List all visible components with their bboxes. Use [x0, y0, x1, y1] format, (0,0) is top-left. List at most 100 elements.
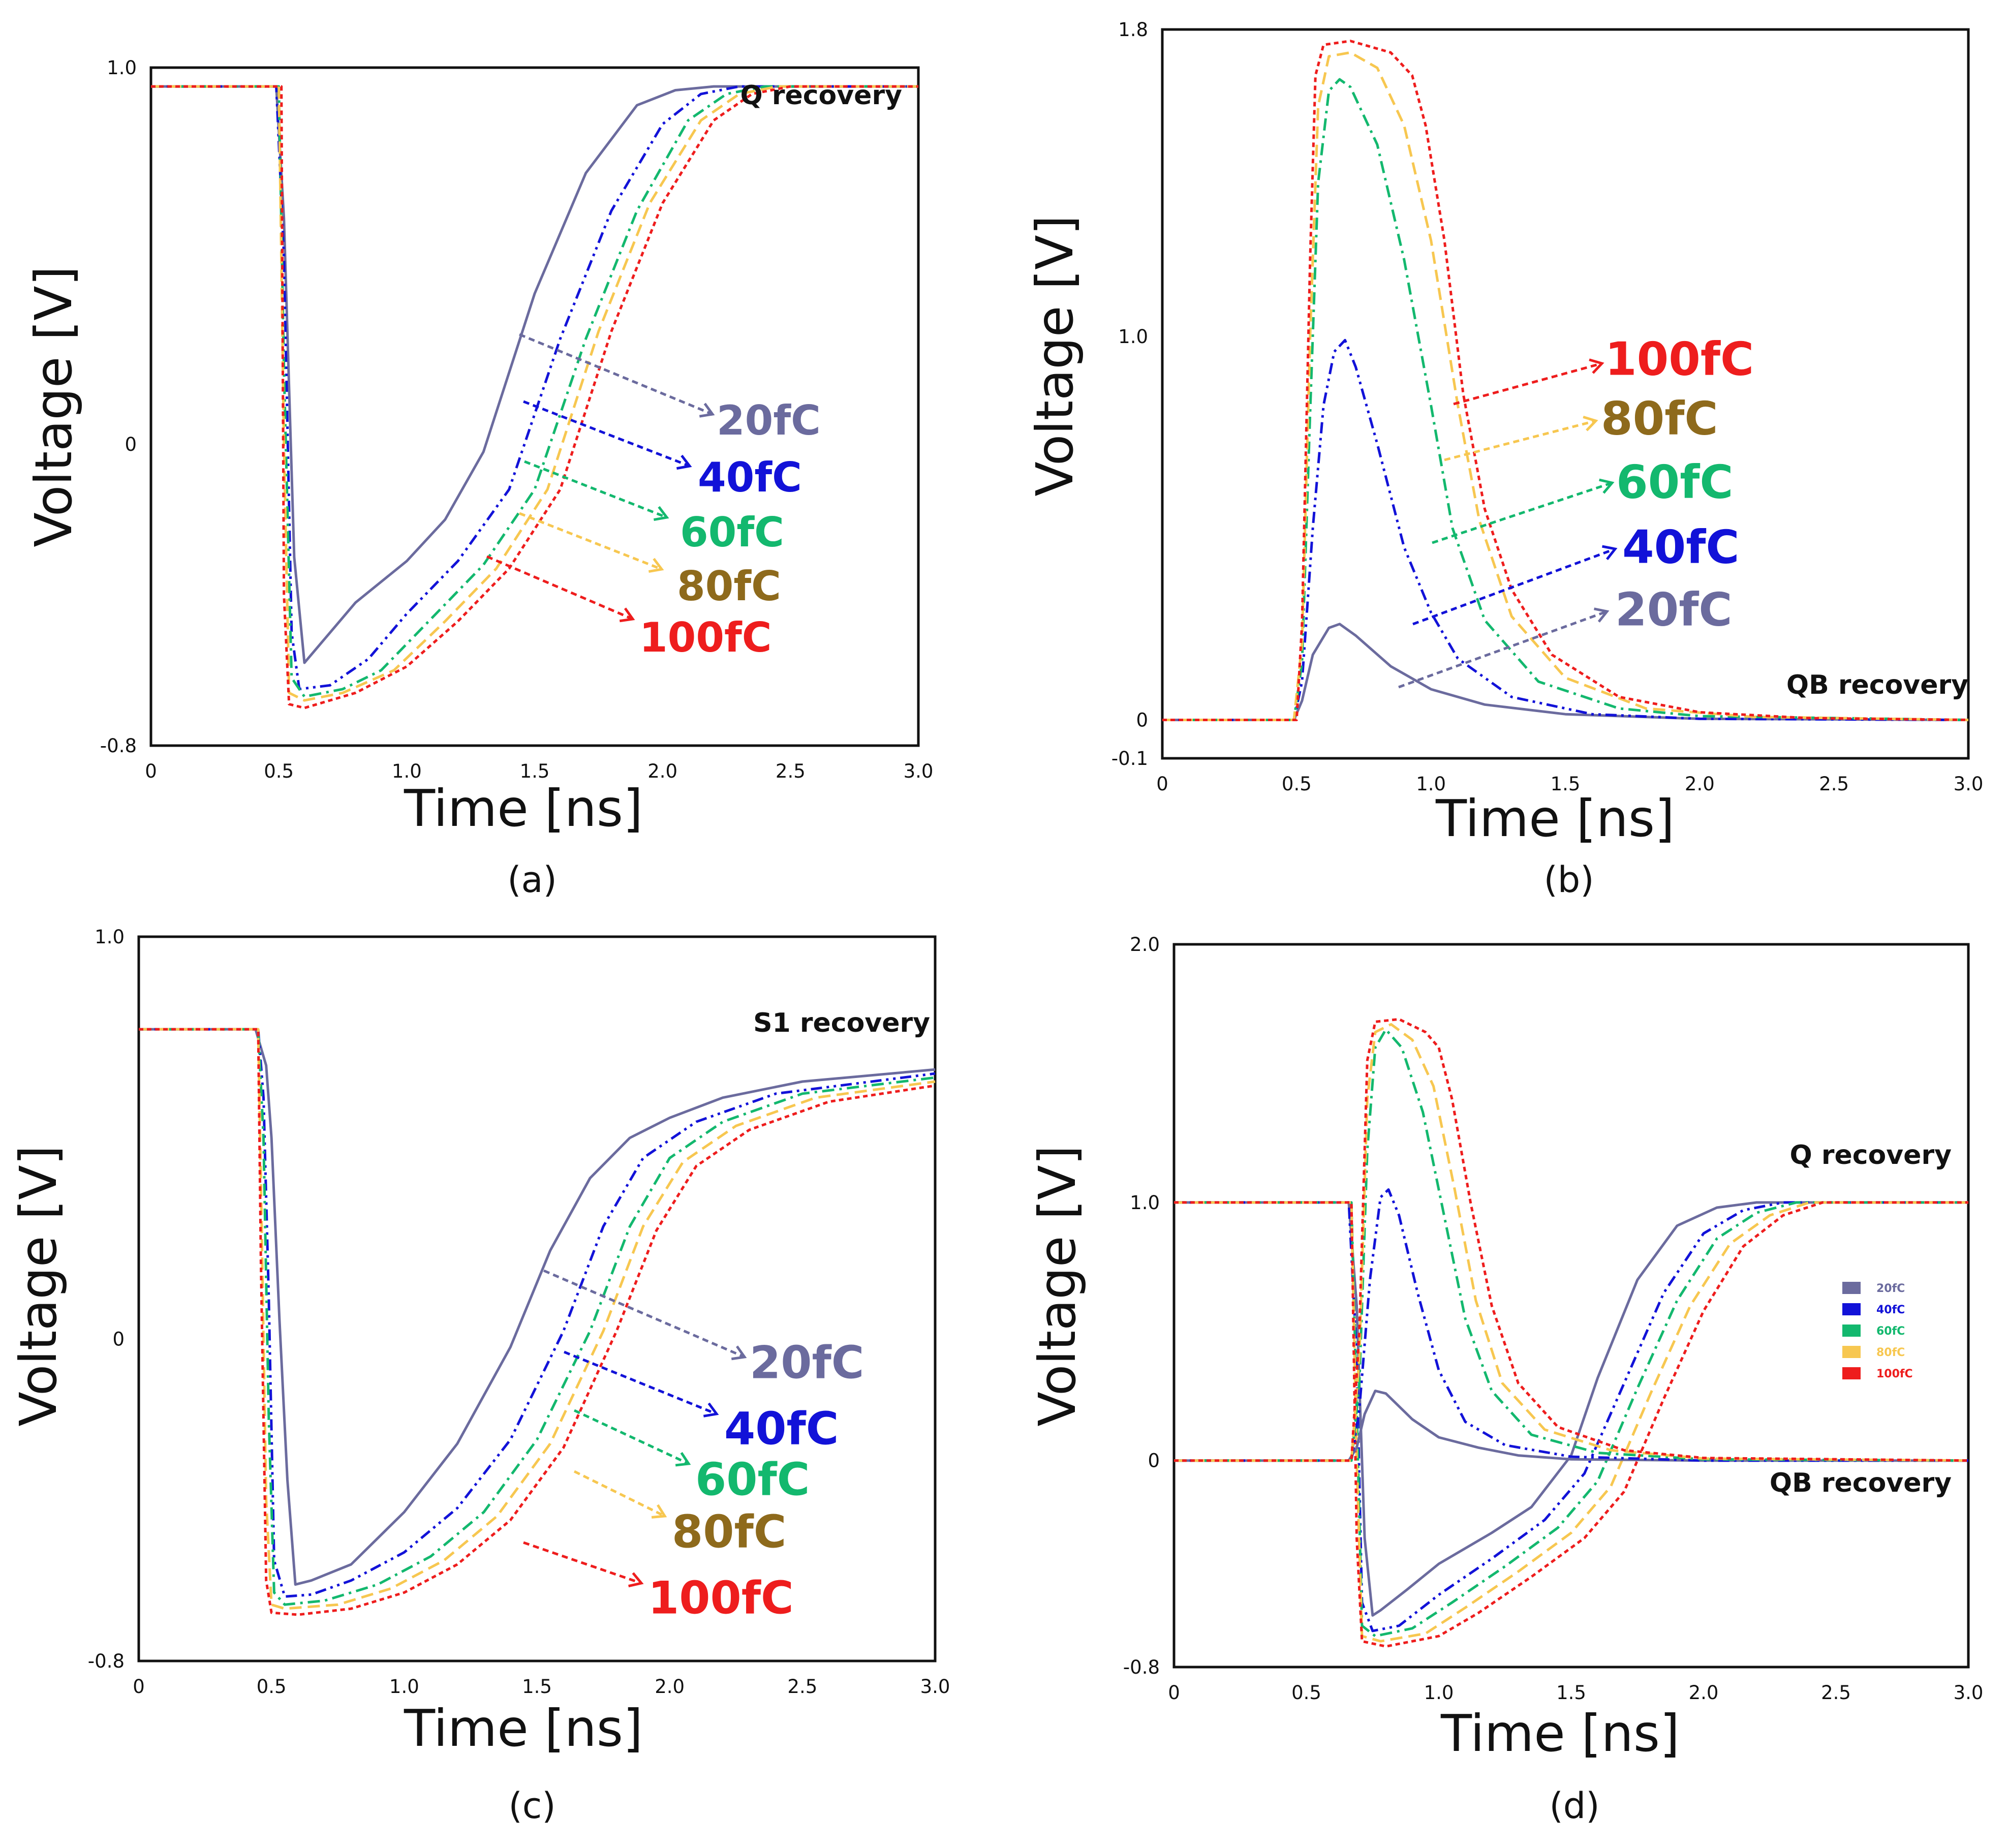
x-axis-title: Time [ns]	[404, 1699, 643, 1758]
x-tick-label: 3.0	[1954, 773, 1984, 795]
x-tick-label: 2.0	[1685, 773, 1715, 795]
legend-swatch	[1842, 1303, 1861, 1315]
y-tick-label: -0.8	[88, 1650, 125, 1672]
x-tick-label: 0	[1156, 773, 1168, 795]
callout-label: 100fC	[648, 1572, 794, 1624]
y-axis-title: Voltage [V]	[1028, 1145, 1087, 1426]
series-line-20fC	[139, 1028, 936, 1586]
callout-label: 80fC	[672, 1506, 786, 1558]
x-tick-label: 0.5	[1291, 1682, 1321, 1704]
x-tick-label: 1.5	[520, 760, 550, 782]
y-axis-title: Voltage [V]	[1025, 215, 1085, 496]
callout-label: 80fC	[1601, 392, 1718, 445]
x-axis-title: Time [ns]	[1435, 789, 1675, 848]
callout-label: 60fC	[1616, 455, 1733, 509]
callout-label: 20fC	[717, 397, 821, 444]
panel-a: 0 0.5 1.0 1.5 2.0 2.5 3.0 1.0 0 -0.8 Time [ns] Volt…	[24, 57, 933, 901]
annotation-label: QB recovery	[1770, 1468, 1952, 1498]
callout-arrow-head	[619, 607, 635, 623]
callout-arrow-line	[1398, 610, 1608, 689]
x-tick-label: 2.5	[776, 760, 806, 782]
x-tick-label: 1.0	[1424, 1682, 1454, 1704]
x-tick-label: 3.0	[1954, 1682, 1984, 1704]
callout-arrow-head	[703, 1402, 719, 1418]
callout-label: 100fC	[639, 614, 772, 661]
x-tick-label: 0.5	[257, 1676, 287, 1698]
y-tick-label: 1.0	[1118, 326, 1148, 348]
x-tick-label: 1.0	[1416, 773, 1446, 795]
x-tick-label: 1.5	[1551, 773, 1581, 795]
x-tick-label: 1.5	[1556, 1682, 1586, 1704]
annotation-label: Q recovery	[740, 80, 902, 111]
x-tick-label: 0.5	[1282, 773, 1312, 795]
x-tick-label: 2.5	[1821, 1682, 1851, 1704]
y-tick-label: 0	[112, 1329, 125, 1350]
callout-arrow-head	[731, 1345, 747, 1361]
panel-caption: (d)	[1549, 1785, 1599, 1827]
x-tick-label: 2.5	[1819, 773, 1849, 795]
annotation-label: S1 recovery	[753, 1008, 930, 1038]
series-line-100fC	[151, 85, 918, 710]
callout-arrow-head	[1583, 415, 1598, 432]
x-axis-title: Time [ns]	[404, 779, 643, 838]
callout-label: 20fC	[1615, 583, 1732, 636]
y-tick-label: 1.0	[107, 57, 137, 79]
legend-swatch	[1842, 1367, 1861, 1379]
callout-arrow-head	[699, 403, 715, 418]
y-tick-label: 1.8	[1118, 19, 1148, 41]
legend-label: 60fC	[1876, 1325, 1905, 1338]
callout-arrow-head	[676, 454, 692, 470]
x-tick-label: 3.0	[920, 1676, 950, 1698]
series-line-100fC	[139, 1028, 936, 1616]
panel-caption: (c)	[508, 1785, 555, 1827]
callout-arrow-line	[573, 1409, 690, 1465]
callout-label: 40fC	[698, 454, 802, 501]
series-line-80fC	[1162, 51, 1969, 721]
y-tick-label: 1.0	[95, 926, 125, 948]
callout-arrow-line	[564, 1350, 717, 1415]
x-tick-label: 1.0	[392, 760, 422, 782]
y-tick-label: 0	[1136, 710, 1148, 731]
callout-arrow-line	[524, 460, 667, 519]
x-tick-label: 2.0	[647, 760, 677, 782]
series-line-60fC	[1162, 78, 1969, 721]
callout-label: 40fC	[1622, 520, 1739, 574]
panel-caption: (b)	[1543, 859, 1594, 901]
x-tick-label: 1.5	[522, 1676, 552, 1698]
panel-caption: (a)	[507, 859, 557, 901]
series-line-40fC	[1162, 338, 1969, 721]
series-line-40fC	[139, 1028, 936, 1598]
callout-arrow-head	[1602, 545, 1618, 561]
series-line-20fC-Q	[1174, 1201, 1968, 1617]
y-tick-label: -0.8	[100, 735, 137, 757]
y-tick-label: -0.1	[1111, 748, 1148, 769]
callout-arrow-line	[543, 1269, 745, 1359]
legend-label: 40fC	[1876, 1304, 1905, 1316]
x-tick-label: 2.0	[1689, 1682, 1719, 1704]
series-line-80fC	[139, 1028, 936, 1610]
series-line-60fC	[139, 1028, 936, 1606]
callout-arrow-line	[519, 512, 662, 571]
y-axis-title: Voltage [V]	[9, 1145, 68, 1426]
callout-arrow-head	[1599, 478, 1615, 494]
y-axis-title: Voltage [V]	[24, 266, 83, 547]
callout-label: 20fC	[750, 1337, 864, 1389]
y-tick-label: -0.8	[1123, 1656, 1160, 1678]
legend-swatch	[1842, 1325, 1861, 1337]
y-tick-label: 0	[1148, 1450, 1160, 1472]
callout-label: 60fC	[695, 1454, 810, 1506]
x-axis-title: Time [ns]	[1440, 1704, 1680, 1763]
x-tick-label: 3.0	[904, 760, 934, 782]
legend-label: 100fC	[1876, 1368, 1913, 1380]
x-tick-label: 1.0	[389, 1676, 419, 1698]
callout-arrow-line	[1412, 547, 1616, 626]
series-line-100fC	[1162, 40, 1969, 721]
callout-label: 40fC	[724, 1403, 839, 1455]
legend-label: 80fC	[1876, 1346, 1905, 1359]
callout-label: 60fC	[680, 509, 784, 556]
callout-arrow-line	[486, 555, 633, 621]
annotation-label: QB recovery	[1786, 670, 1968, 700]
series-line-100fC-QB	[1174, 1018, 1969, 1462]
series-line-20fC	[1162, 623, 1969, 721]
